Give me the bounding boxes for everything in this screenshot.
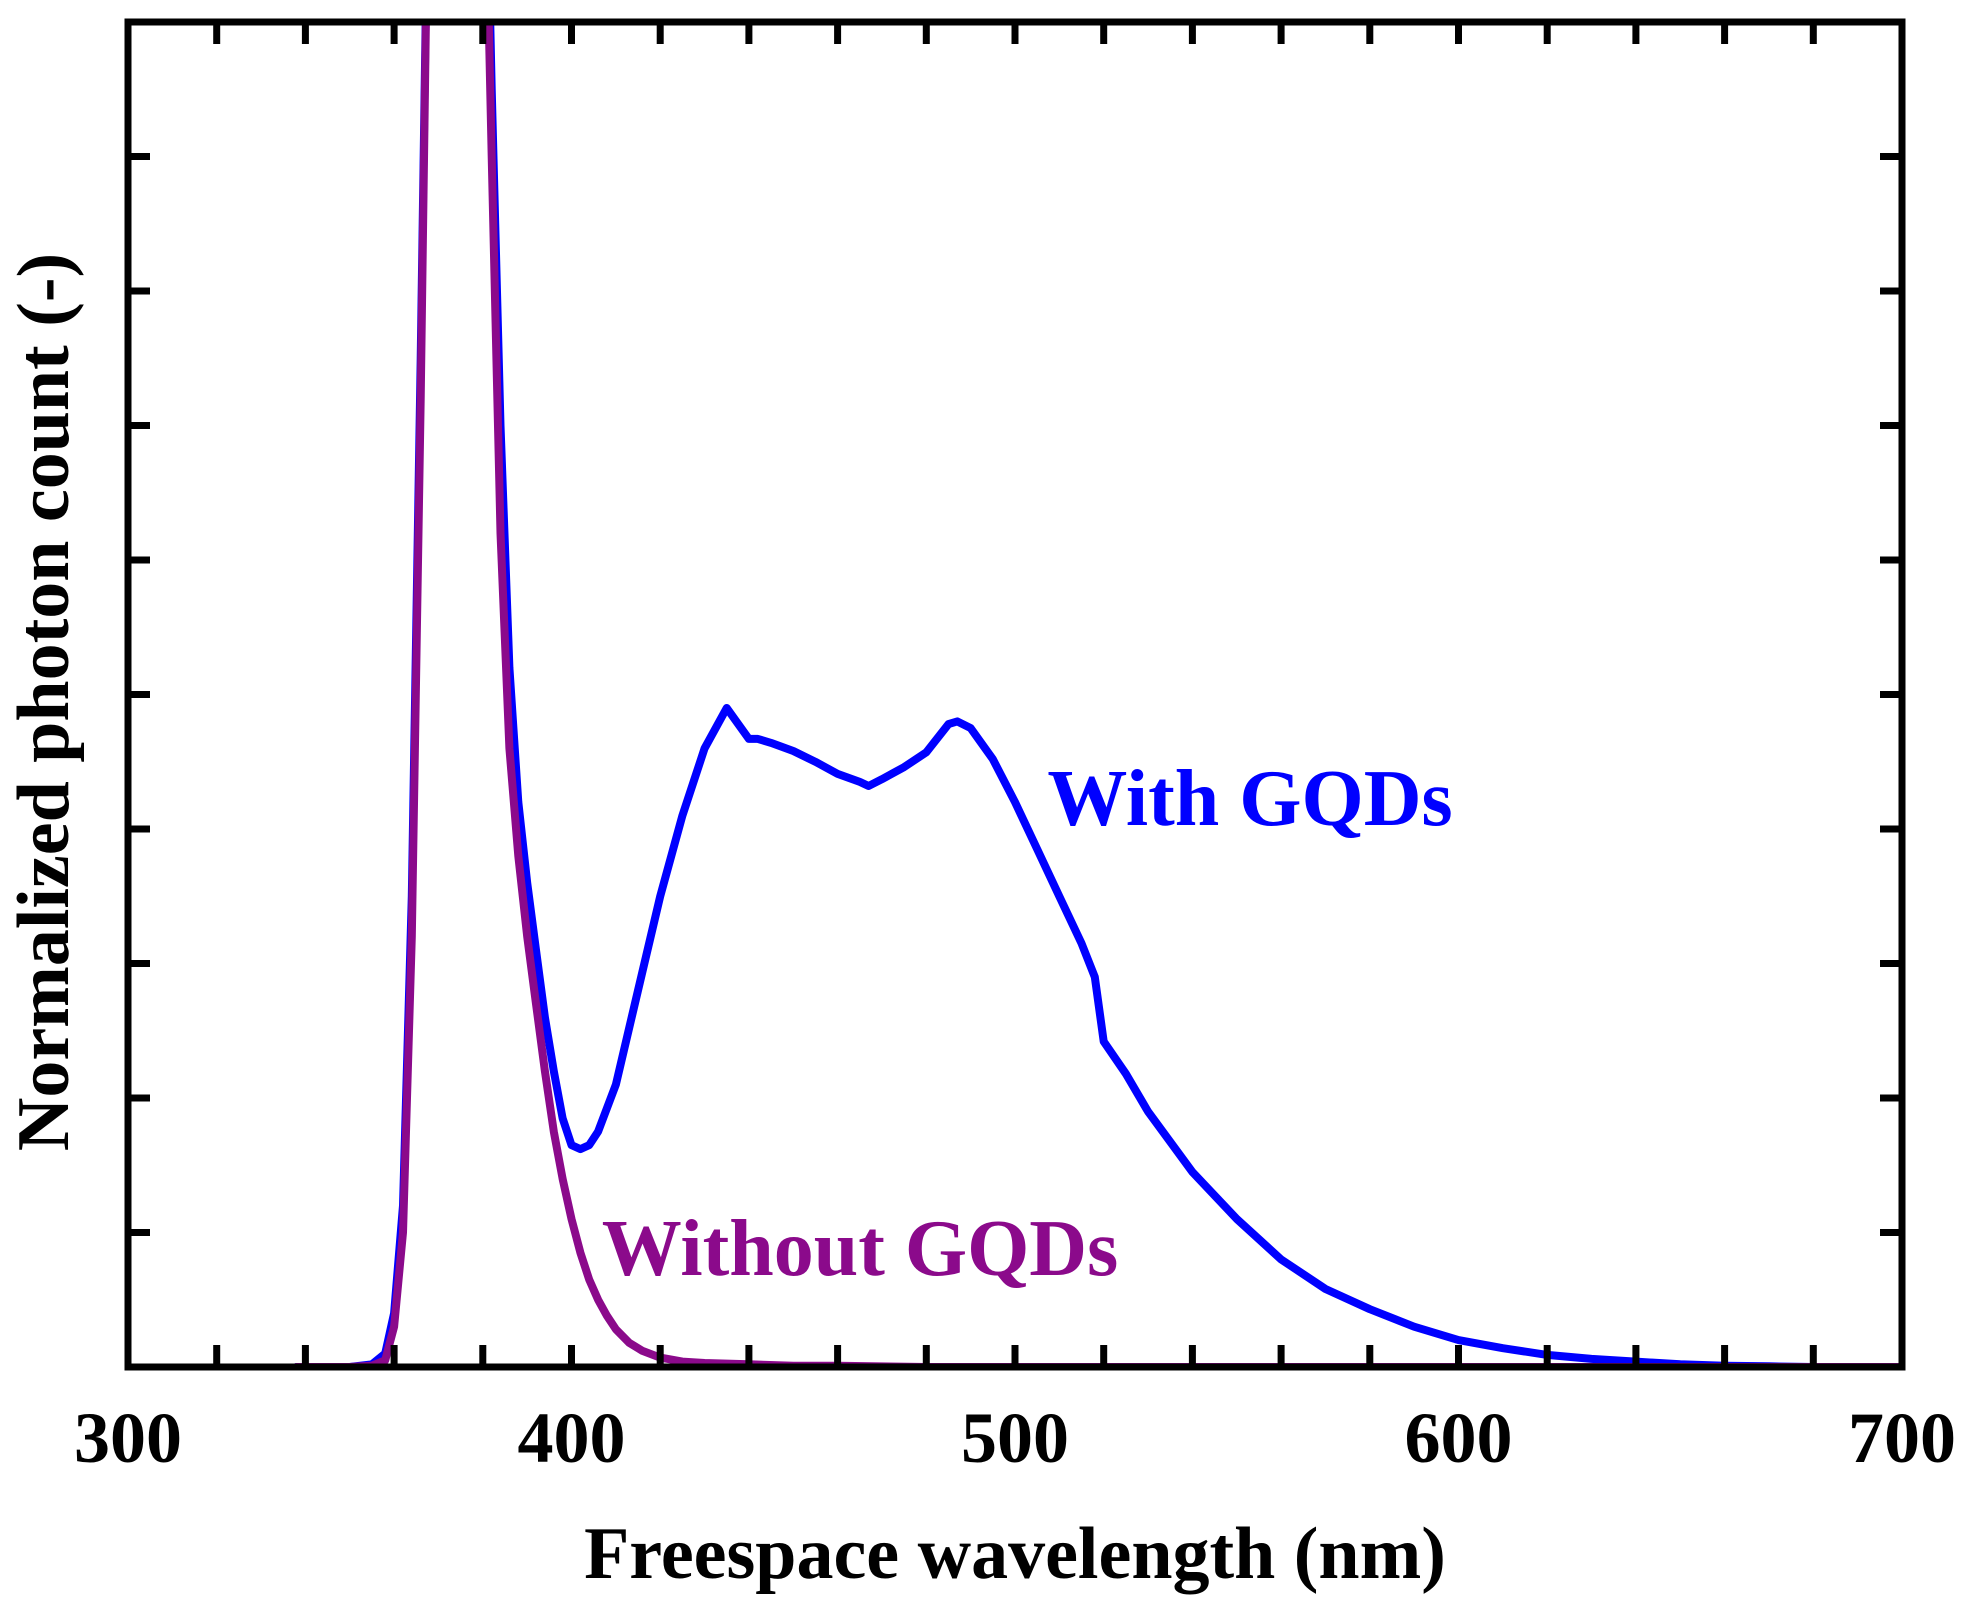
series-label-without-gqds: Without GQDs <box>602 1205 1118 1293</box>
x-tick-label: 700 <box>1848 1398 1956 1478</box>
x-axis-title: Freespace wavelength (nm) <box>584 1513 1446 1595</box>
x-tick-labels: 300 400 500 600 700 <box>74 1398 1956 1478</box>
y-axis-title: Normalized photon count (-) <box>3 253 85 1151</box>
x-tick-label: 500 <box>961 1398 1069 1478</box>
series-label-with-gqds: With GQDs <box>1047 755 1452 843</box>
x-tick-label: 300 <box>74 1398 182 1478</box>
plot-frame <box>124 18 1906 1371</box>
ticks-layer <box>128 22 1902 1367</box>
x-tick-label: 400 <box>518 1398 626 1478</box>
x-tick-label: 600 <box>1405 1398 1513 1478</box>
series-line-with-gqds <box>292 22 1902 1367</box>
